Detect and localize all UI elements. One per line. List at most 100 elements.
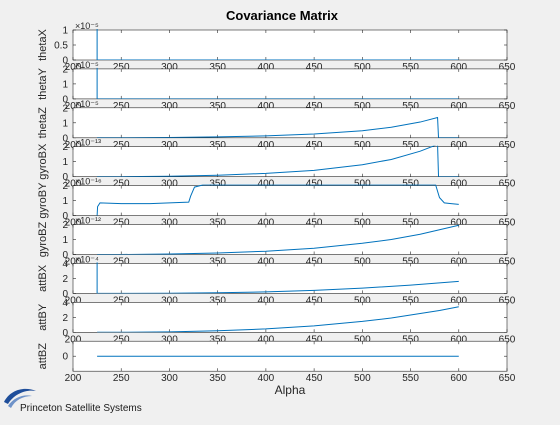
x-tick-label: 500: [354, 140, 371, 151]
y-exponent-label: ×10⁻¹⁶: [75, 177, 102, 187]
y-tick-label: 2: [62, 313, 68, 324]
y-tick-label: 1: [62, 235, 68, 246]
series-line-thetaY: [96, 67, 459, 99]
y-exponent-label: ×10⁻⁵: [75, 60, 99, 70]
x-tick-label: 350: [209, 62, 226, 73]
x-tick-label: 450: [306, 334, 323, 345]
subplot-attBZ: 0 200 250 300 350 400 450 500 550 600 650 attBZ: [37, 340, 516, 384]
x-tick-label: 450: [306, 257, 323, 268]
x-tick-label: 350: [209, 334, 226, 345]
x-tick-label: 650: [499, 218, 516, 229]
x-tick-label: 350: [209, 257, 226, 268]
axes-box: [72, 68, 508, 100]
x-tick-label: 200: [65, 140, 82, 151]
x-tick-label: 500: [354, 334, 371, 345]
y-tick-label: 2: [62, 274, 68, 285]
x-tick-label: 400: [258, 101, 275, 112]
company-logo: Princeton Satellite Systems: [4, 388, 142, 414]
y-tick-label: 0: [62, 328, 68, 339]
x-tick-label: 350: [209, 140, 226, 151]
x-tick-label: 350: [209, 218, 226, 229]
x-tick-label: 250: [113, 218, 130, 229]
y-tick-label: 4: [62, 298, 68, 309]
y-tick-label: 0: [62, 289, 68, 300]
x-tick-label: 350: [209, 295, 226, 306]
x-tick-label: 650: [499, 295, 516, 306]
y-tick-label: 0: [62, 250, 68, 261]
x-tick-label: 350: [209, 179, 226, 190]
x-tick-label: 400: [258, 295, 275, 306]
x-tick-label: 550: [402, 62, 419, 73]
y-axis-label: attBX: [37, 264, 49, 292]
x-tick-label: 400: [258, 257, 275, 268]
x-tick-label: 300: [161, 101, 178, 112]
x-tick-label: 600: [450, 62, 467, 73]
x-tick-label: 250: [113, 179, 130, 190]
y-tick-label: 2: [62, 142, 68, 153]
x-tick-label: 550: [402, 179, 419, 190]
logo-swoosh-inner-icon: [8, 395, 32, 408]
y-tick-label: 0: [62, 56, 68, 67]
series-line-gyroBZ: [97, 224, 459, 255]
x-tick-label: 600: [450, 334, 467, 345]
x-tick-label: 350: [209, 373, 226, 384]
x-tick-label: 450: [306, 101, 323, 112]
x-tick-label: 550: [402, 257, 419, 268]
x-tick-label: 200: [65, 257, 82, 268]
x-axis-label: Alpha: [275, 383, 306, 397]
axes-box: [72, 185, 508, 216]
x-tick-label: 400: [258, 334, 275, 345]
axes-box: [72, 29, 508, 61]
x-tick-label: 400: [258, 218, 275, 229]
x-tick-label: 500: [354, 373, 371, 384]
x-tick-label: 200: [65, 334, 82, 345]
x-tick-label: 650: [499, 101, 516, 112]
x-tick-label: 250: [113, 257, 130, 268]
x-tick-label: 300: [161, 62, 178, 73]
series-line-attBY: [97, 306, 459, 333]
x-tick-label: 300: [161, 179, 178, 190]
y-tick-label: 0: [62, 94, 68, 105]
x-tick-label: 250: [113, 295, 130, 306]
y-tick-label: 1: [62, 118, 68, 129]
x-tick-label: 600: [450, 218, 467, 229]
x-tick-label: 550: [402, 101, 419, 112]
series-line-gyroBX: [97, 145, 459, 177]
y-axis-label: thetaX: [37, 28, 49, 60]
y-exponent-label: ×10⁻¹²: [75, 216, 101, 226]
y-axis-label: gyroBY: [37, 182, 49, 219]
y-axis-label: thetaZ: [37, 107, 49, 138]
y-tick-label: 0: [62, 211, 68, 222]
x-tick-label: 400: [258, 62, 275, 73]
y-axis-label: gyroBZ: [37, 221, 49, 257]
y-exponent-label: ×10⁻⁵: [75, 99, 99, 109]
figure-title: Covariance Matrix: [226, 8, 339, 23]
logo-swoosh-icon: [4, 388, 36, 404]
x-tick-label: 600: [450, 140, 467, 151]
x-tick-label: 600: [450, 179, 467, 190]
x-tick-label: 550: [402, 140, 419, 151]
x-tick-label: 650: [499, 140, 516, 151]
x-tick-label: 200: [65, 101, 82, 112]
y-axis-label: attBZ: [37, 343, 49, 370]
x-tick-label: 450: [306, 62, 323, 73]
series-line-thetaX: [96, 29, 459, 60]
y-axis-label: thetaY: [37, 67, 49, 99]
x-tick-label: 450: [306, 140, 323, 151]
x-tick-label: 300: [161, 257, 178, 268]
x-tick-label: 250: [113, 373, 130, 384]
y-tick-label: 0: [62, 133, 68, 144]
x-tick-label: 650: [499, 62, 516, 73]
x-tick-label: 450: [306, 179, 323, 190]
y-tick-label: 2: [62, 220, 68, 231]
x-tick-label: 300: [161, 140, 178, 151]
y-exponent-label: ×10⁻¹³: [75, 138, 101, 148]
x-tick-label: 600: [450, 373, 467, 384]
